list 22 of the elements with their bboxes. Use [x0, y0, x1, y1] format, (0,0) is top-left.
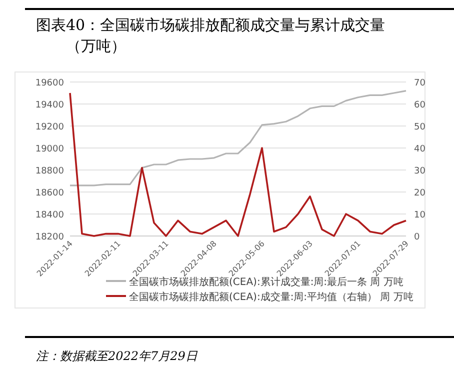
y-tick-label: 19000 [35, 144, 64, 154]
chart-title: 图表40：全国碳市场碳排放配额成交量与累计成交量（万吨） [36, 16, 386, 55]
y-tick-label: 18200 [35, 232, 64, 242]
y2-tick-label: 0 [414, 232, 420, 242]
y-tick-label: 18800 [35, 166, 64, 176]
y2-tick-label: 30 [414, 166, 426, 176]
legend-label: 全国碳市场碳排放配额(CEA):累计成交量:周:最后一条 周 万吨 [129, 276, 404, 288]
y-tick-label: 18600 [35, 188, 64, 198]
line-series [69, 90, 407, 186]
line-series [69, 92, 407, 237]
y2-tick-label: 70 [414, 78, 426, 88]
y2-tick-label: 60 [414, 100, 426, 110]
text: 注：数据截至2022年7月29日 [36, 349, 198, 363]
y2-tick-label: 50 [414, 122, 426, 132]
y2-tick-label: 10 [414, 210, 426, 220]
y-tick-label: 19400 [35, 100, 64, 110]
y2-tick-label: 20 [414, 188, 426, 198]
y-tick-label: 18400 [35, 210, 64, 220]
y-tick-label: 19200 [35, 122, 64, 132]
y-tick-label: 19600 [35, 78, 64, 88]
legend-label: 全国碳市场碳排放配额(CEA):成交量:周:平均值（右轴） 周 万吨 [129, 291, 414, 303]
y2-tick-label: 40 [414, 144, 426, 154]
